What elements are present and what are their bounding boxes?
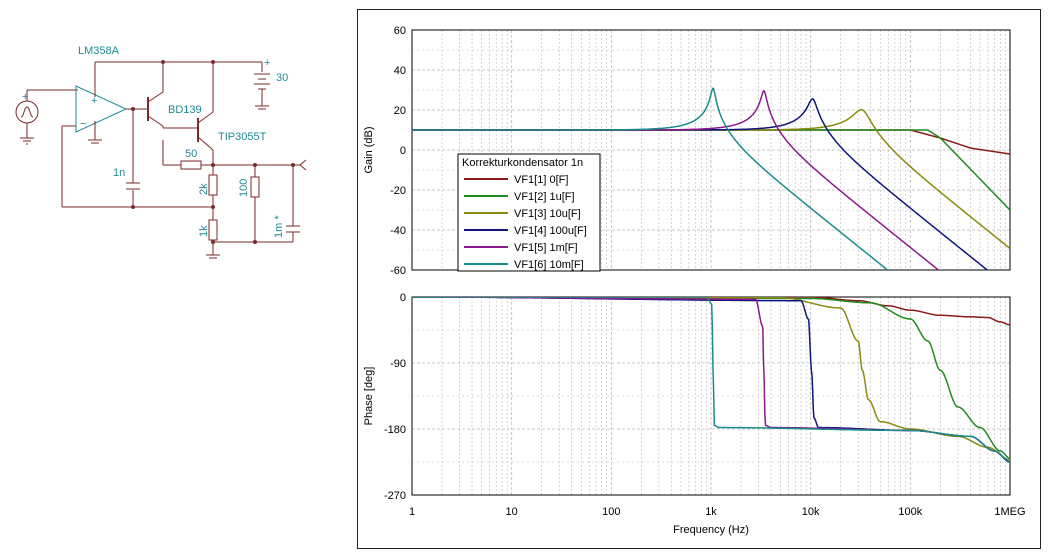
y-tick-label: 20 bbox=[394, 105, 406, 117]
signal-source bbox=[15, 100, 39, 124]
legend-entry: VF1[5] 1m[F] bbox=[514, 242, 578, 254]
resistor-50-label: 50 bbox=[185, 148, 197, 160]
bode-plot-window: 60 40 20 0 -20 -40 -60 Gain (dB) 0 -90 -180 -270 Pha… bbox=[357, 9, 1041, 549]
y-tick-label: 0 bbox=[400, 292, 406, 304]
y-tick-label: -180 bbox=[384, 424, 406, 436]
transistor2-label: TIP3055T bbox=[218, 131, 267, 143]
legend-title: Korrekturkondensator 1n bbox=[462, 157, 583, 169]
gain-plot-frame bbox=[411, 29, 1011, 271]
phase-curve-1 bbox=[412, 297, 1010, 326]
bode-plot: 60 40 20 0 -20 -40 -60 Gain (dB) 0 -90 -180 -270 Pha… bbox=[363, 25, 1026, 536]
gain-ylabel: Gain (dB) bbox=[363, 126, 375, 173]
y-tick-label: 40 bbox=[394, 65, 406, 77]
x-tick-label: 1 bbox=[409, 506, 415, 518]
x-tick-label: 10k bbox=[802, 506, 820, 518]
circuit-schematic: LM358A + − + BD139 TIP3055T 50 1n 30 + 2… bbox=[15, 45, 307, 259]
cap-1m-label: 1m * bbox=[273, 215, 285, 238]
opamp-symbol bbox=[75, 85, 128, 133]
gain-curve-6 bbox=[412, 87, 889, 270]
y-tick-label: 60 bbox=[394, 25, 406, 37]
source-plus-sign: + bbox=[22, 91, 28, 103]
y-tick-label: 0 bbox=[400, 145, 406, 157]
legend-entry: VF1[3] 10u[F] bbox=[514, 208, 581, 220]
resistor-100-label: 100 bbox=[238, 179, 250, 197]
legend-entry: VF1[6] 10m[F] bbox=[514, 259, 584, 271]
opamp-minus-sign: − bbox=[80, 118, 86, 130]
legend-entry: VF1[2] 1u[F] bbox=[514, 191, 575, 203]
battery-plus-sign: + bbox=[264, 57, 270, 69]
x-tick-label: 10 bbox=[506, 506, 518, 518]
x-tick-label: 100 bbox=[602, 506, 620, 518]
x-tick-label: 100k bbox=[898, 506, 922, 518]
battery-label: 30 bbox=[276, 72, 288, 84]
transistor1-label: BD139 bbox=[168, 104, 202, 116]
resistor-2k-label: 2k bbox=[198, 183, 210, 195]
cap-1n-label: 1n bbox=[113, 167, 125, 179]
legend-entry: VF1[1] 0[F] bbox=[514, 174, 568, 186]
resistor-1k-label: 1k bbox=[198, 225, 210, 237]
y-tick-label: -60 bbox=[390, 265, 406, 277]
x-tick-label: 1k bbox=[705, 506, 717, 518]
x-tick-label: 1MEG bbox=[994, 506, 1025, 518]
x-axis-label: Frequency (Hz) bbox=[673, 524, 749, 536]
y-tick-label: -90 bbox=[390, 358, 406, 370]
phase-ylabel: Phase [deg] bbox=[363, 367, 375, 426]
y-tick-label: -270 bbox=[384, 490, 406, 502]
y-tick-label: -20 bbox=[390, 185, 406, 197]
phase-plot-frame bbox=[411, 296, 1011, 496]
phase-curve-6 bbox=[412, 297, 1010, 463]
opamp-plus-sign: + bbox=[91, 95, 97, 107]
y-tick-label: -40 bbox=[390, 225, 406, 237]
opamp-label: LM358A bbox=[78, 45, 120, 57]
legend-entry: VF1[4] 100u[F] bbox=[514, 225, 587, 237]
